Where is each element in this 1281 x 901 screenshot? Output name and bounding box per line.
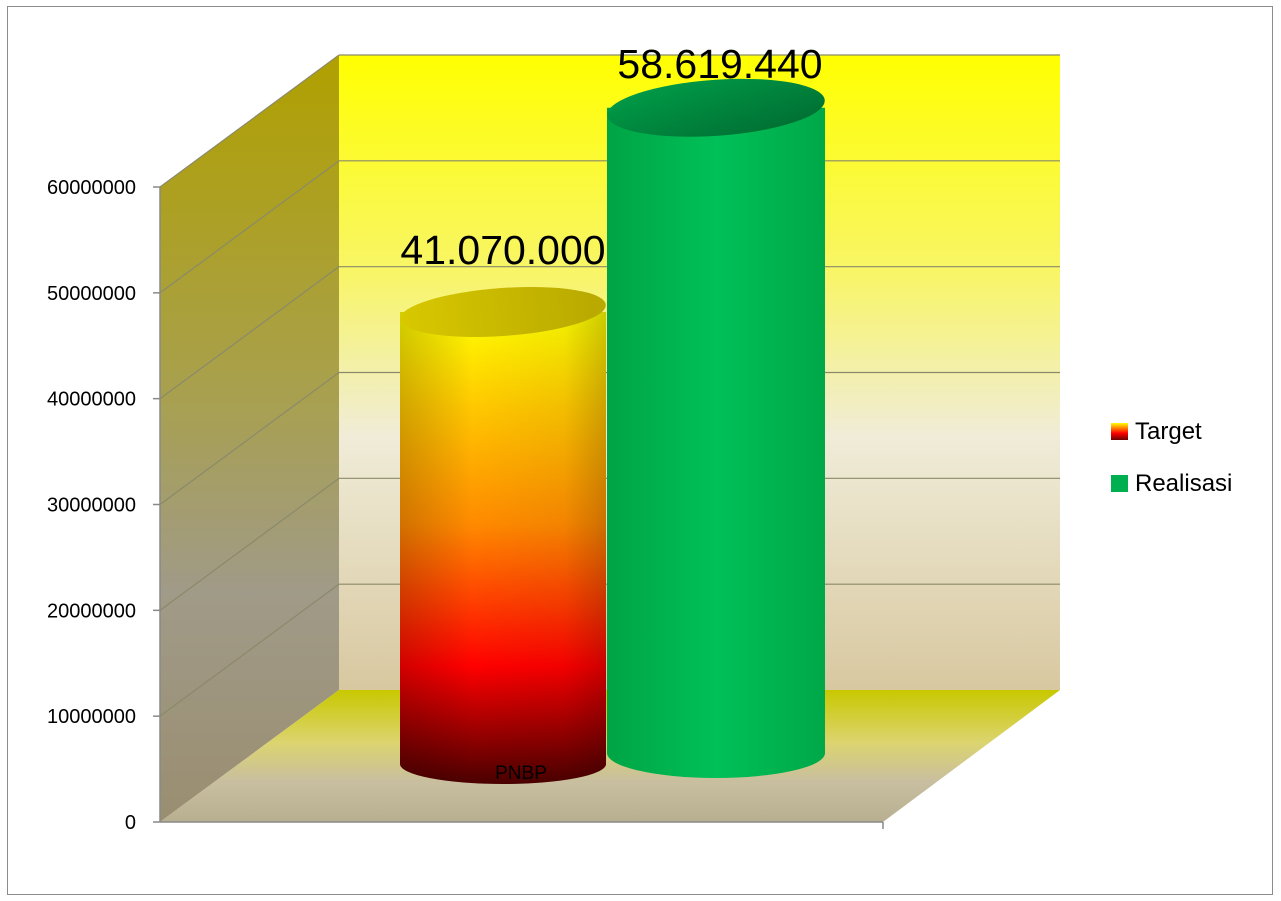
cylinder-shade [400,311,606,784]
data-labels: 41.070.000 58.619.440 [400,41,822,273]
legend-swatch-realisasi [1111,475,1128,492]
gridline-side [159,477,340,611]
y-tick-label: 0 [125,812,136,834]
gridline-side [159,266,340,400]
y-tick-label: 60000000 [47,177,136,199]
bar-realisasi [607,78,825,779]
gridline-side [159,583,340,717]
legend: Target Realisasi [1111,418,1232,497]
gridline-side [159,372,340,505]
y-axis: 0 10000000 20000000 30000000 40000000 5000000… [47,177,884,834]
legend-label-target: Target [1135,418,1202,445]
y-tick-label: 10000000 [47,706,136,728]
cylinder-body [607,107,825,779]
y-tick-label: 40000000 [47,389,136,411]
bar-target [400,286,606,784]
x-tick-label: PNBP [495,763,547,784]
data-label-target: 41.070.000 [400,227,605,273]
y-tick-label: 50000000 [47,283,136,305]
cylinder-top [607,78,825,137]
y-tick-label: 20000000 [47,600,136,622]
cylinder-top [400,286,606,337]
gridline-side [159,160,340,294]
data-label-realisasi: 58.619.440 [617,41,822,87]
y-tick-label: 30000000 [47,495,136,517]
legend-label-realisasi: Realisasi [1135,470,1232,497]
gridline-side [159,54,340,188]
legend-swatch-target [1111,423,1128,440]
bars [400,78,825,784]
